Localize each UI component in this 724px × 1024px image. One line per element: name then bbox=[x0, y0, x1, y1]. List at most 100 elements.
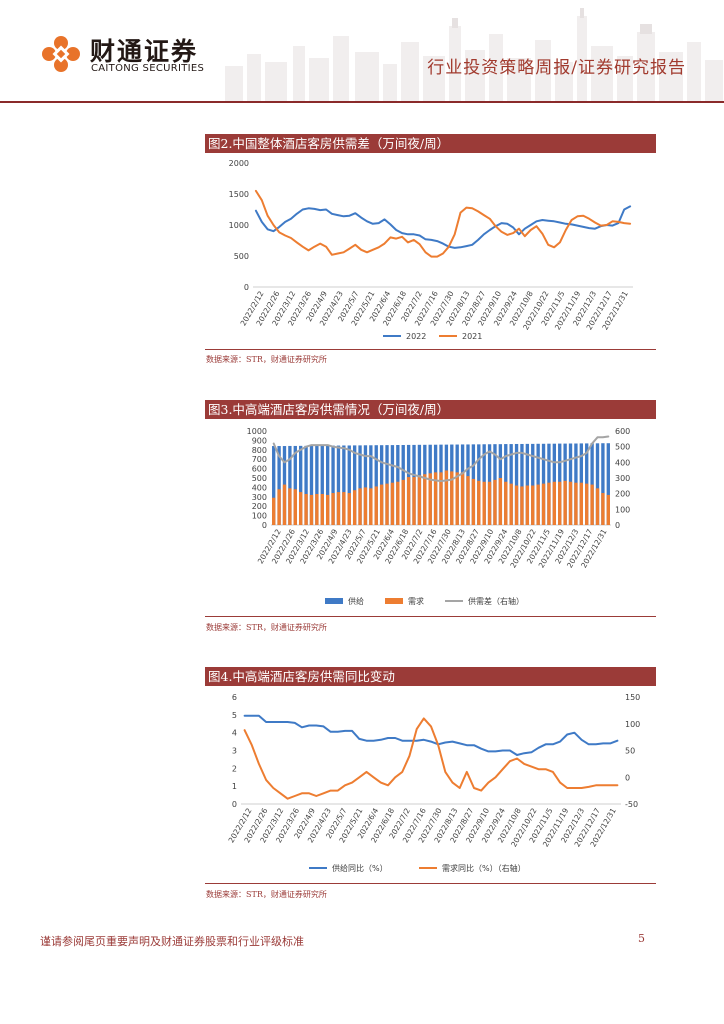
bar-demand bbox=[482, 481, 486, 525]
disclaimer-note: 谨请参阅尾页重要声明及财通证券股票和行业评级标准 bbox=[40, 935, 304, 948]
y-tick-label: 600 bbox=[252, 465, 267, 474]
y2-tick-label: 500 bbox=[615, 443, 630, 452]
bar-supply bbox=[309, 445, 314, 525]
bar-demand bbox=[498, 478, 503, 525]
bar-demand bbox=[288, 488, 292, 525]
y-tick-label: 6 bbox=[232, 693, 237, 702]
y2-tick-label: 0 bbox=[625, 773, 630, 782]
legend-label: 供需差（右轴） bbox=[468, 596, 524, 606]
bar-demand bbox=[390, 482, 395, 525]
bar-demand bbox=[412, 477, 416, 525]
bar-demand bbox=[547, 482, 551, 525]
bar-demand bbox=[514, 485, 519, 525]
bar-demand bbox=[520, 486, 524, 525]
bar-supply bbox=[325, 445, 330, 525]
bar-demand bbox=[525, 485, 530, 525]
bar-demand bbox=[466, 476, 470, 525]
y-tick-label: 500 bbox=[252, 474, 267, 483]
bar-demand bbox=[309, 494, 314, 525]
bar-demand bbox=[325, 494, 330, 525]
bar-demand bbox=[563, 480, 567, 525]
legend-label: 需求同比（%）（右轴） bbox=[442, 863, 526, 873]
bar-demand bbox=[509, 483, 513, 525]
bar-demand bbox=[304, 493, 308, 525]
y2-tick-label: 0 bbox=[615, 521, 620, 530]
bar-supply bbox=[531, 443, 535, 525]
bar-supply bbox=[363, 445, 368, 525]
bar-demand bbox=[493, 479, 497, 525]
caitong-logo-icon bbox=[42, 36, 80, 72]
bar-demand bbox=[374, 486, 378, 525]
bar-demand bbox=[590, 484, 594, 525]
logo-chinese-name: 财通证券 bbox=[90, 37, 199, 66]
bar-demand bbox=[320, 493, 324, 525]
y2-tick-label: 100 bbox=[625, 720, 640, 729]
bar-demand bbox=[299, 492, 303, 525]
y-tick-label: 500 bbox=[234, 252, 249, 261]
bar-demand bbox=[444, 470, 449, 525]
bar-demand bbox=[347, 493, 351, 525]
bar-demand bbox=[574, 482, 578, 525]
y-tick-label: 300 bbox=[252, 493, 267, 502]
bar-demand bbox=[396, 481, 400, 525]
bar-demand bbox=[477, 480, 481, 525]
bar-demand bbox=[606, 494, 610, 525]
y-tick-label: 100 bbox=[252, 512, 267, 521]
bar-demand bbox=[401, 479, 405, 525]
y2-tick-label: 400 bbox=[615, 458, 630, 467]
bar-demand bbox=[558, 481, 562, 525]
bar-demand bbox=[277, 489, 281, 525]
bar-demand bbox=[504, 481, 508, 525]
bar-demand bbox=[336, 492, 341, 525]
y2-tick-label: 600 bbox=[615, 427, 630, 436]
bar-demand bbox=[417, 475, 422, 525]
bar-demand bbox=[579, 482, 583, 525]
y2-tick-label: 50 bbox=[625, 747, 635, 756]
bar-demand bbox=[455, 472, 459, 525]
bar-supply bbox=[358, 445, 362, 525]
bar-supply bbox=[299, 445, 303, 525]
legend-swatch bbox=[325, 598, 343, 604]
bar-demand bbox=[487, 481, 492, 525]
y2-tick-label: 150 bbox=[625, 693, 640, 702]
bar-demand bbox=[331, 493, 335, 525]
figure3-bar-line-chart: 0100200300400500600700800900100001002003… bbox=[247, 427, 631, 606]
y-tick-label: 0 bbox=[244, 283, 249, 292]
bar-demand bbox=[428, 473, 432, 525]
bar-supply bbox=[520, 443, 524, 525]
legend-swatch bbox=[385, 598, 403, 604]
bar-supply bbox=[369, 445, 373, 525]
bar-supply bbox=[342, 445, 346, 525]
bar-demand bbox=[471, 478, 476, 525]
bar-demand bbox=[536, 484, 540, 525]
y-tick-label: 200 bbox=[252, 502, 267, 511]
bar-demand bbox=[595, 488, 600, 525]
figure4-bottom-rule bbox=[205, 883, 656, 884]
y-tick-label: 2000 bbox=[229, 159, 249, 168]
y-tick-label: 1 bbox=[232, 782, 237, 791]
bar-supply bbox=[331, 445, 335, 525]
y2-tick-label: -50 bbox=[625, 800, 638, 809]
y2-tick-label: 100 bbox=[615, 505, 630, 514]
bar-demand bbox=[358, 488, 362, 525]
bar-supply bbox=[601, 443, 605, 525]
y-tick-label: 400 bbox=[252, 483, 267, 492]
bar-demand bbox=[379, 484, 384, 525]
bar-supply bbox=[606, 443, 610, 525]
series-line-0 bbox=[254, 205, 632, 249]
y-tick-label: 2 bbox=[232, 764, 237, 773]
y-tick-label: 4 bbox=[232, 729, 237, 738]
report-header: 财通证券 CAITONG SECURITIES 行业投资策略周报/证券研究报告 bbox=[0, 0, 724, 104]
y-tick-label: 3 bbox=[232, 747, 237, 756]
bar-supply bbox=[272, 446, 276, 525]
bar-demand bbox=[272, 497, 276, 525]
y-tick-label: 1000 bbox=[247, 427, 267, 436]
figure2-bottom-rule bbox=[205, 349, 656, 350]
bar-supply bbox=[320, 445, 324, 525]
figure4-source: 数据来源：STR，财通证券研究所 bbox=[206, 890, 327, 899]
bar-demand bbox=[423, 474, 427, 525]
legend-label: 2022 bbox=[406, 332, 426, 341]
legend-label: 2021 bbox=[462, 332, 482, 341]
bar-supply bbox=[590, 443, 594, 525]
series-line-1 bbox=[243, 717, 619, 800]
